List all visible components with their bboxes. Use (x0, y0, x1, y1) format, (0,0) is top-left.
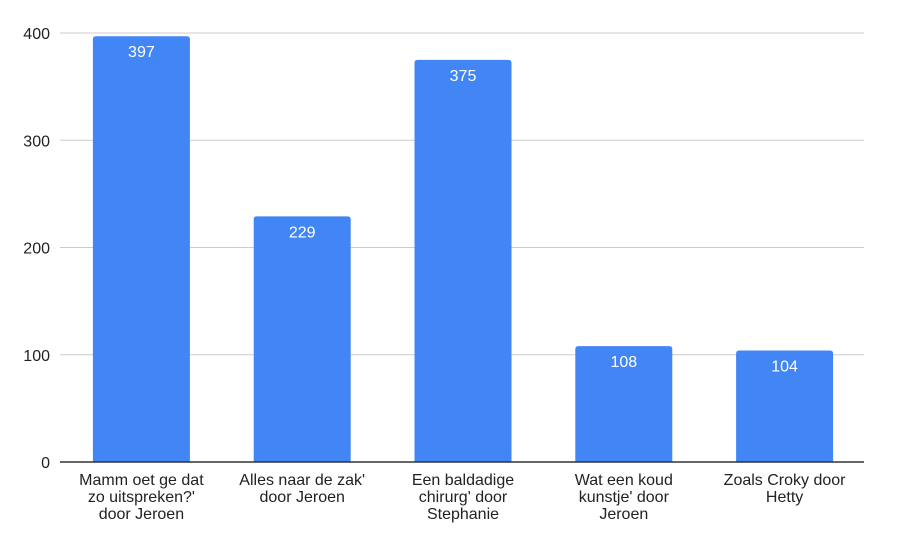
bar-value-label: 229 (289, 224, 316, 241)
y-axis-ticks: 0 100 200 300 400 (23, 26, 50, 472)
y-tick-label: 100 (23, 348, 50, 365)
x-category-label-line: Wat een koud (575, 472, 673, 489)
bar (736, 350, 834, 462)
x-category-label-line: chirurg' door (419, 489, 508, 506)
x-category-label: Wat een koud kunstje' door Jeroen (575, 472, 673, 523)
y-tick-label: 400 (23, 26, 50, 43)
bar-value-label: 397 (128, 44, 155, 61)
x-category-label: Zoals Croky door Hetty (724, 472, 846, 506)
x-category-label: Mamm oet ge dat zo uitspreken?' door Jeroe… (79, 472, 204, 523)
bar-value-label: 104 (771, 358, 798, 375)
x-category-label: Alles naar de zak' door Jeroen (239, 472, 365, 506)
x-category-label-line: Een baldadige (412, 472, 514, 489)
x-category-label-line: door Jeroen (260, 489, 345, 506)
bar (92, 36, 190, 462)
bars: 397 229 375 108 104 (92, 36, 834, 462)
x-category-label-line: Stephanie (427, 506, 499, 523)
bar-value-label: 375 (450, 68, 477, 85)
x-category-label-line: door Jeroen (99, 506, 184, 523)
x-category-label-line: Alles naar de zak' (239, 472, 365, 489)
y-tick-label: 0 (41, 455, 50, 472)
x-category-label-line: Jeroen (599, 506, 648, 523)
y-tick-label: 300 (23, 133, 50, 150)
x-category-label-line: zo uitspreken?' (88, 489, 195, 506)
bar (253, 216, 351, 462)
bar (575, 346, 673, 462)
x-category-label-line: Hetty (766, 489, 803, 506)
x-category-label-line: kunstje' door (579, 489, 670, 506)
x-category-label: Een baldadige chirurg' door Stephanie (412, 472, 514, 523)
x-category-label-line: Zoals Croky door (724, 472, 846, 489)
x-axis-labels: Mamm oet ge dat zo uitspreken?' door Jeroe… (79, 472, 846, 523)
y-tick-label: 200 (23, 241, 50, 258)
bar (414, 59, 512, 462)
bar-value-label: 108 (610, 354, 637, 371)
x-category-label-line: Mamm oet ge dat (79, 472, 204, 489)
